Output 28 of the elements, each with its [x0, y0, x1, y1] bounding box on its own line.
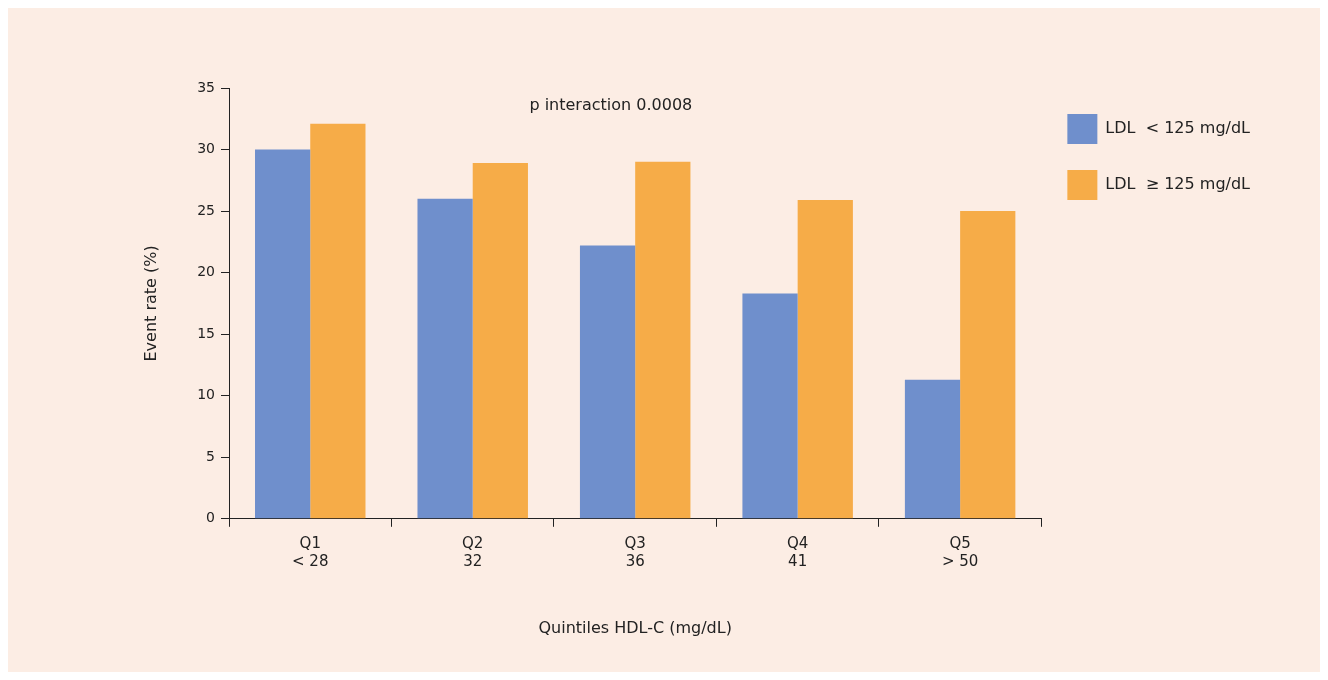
- y-axis-title: Event rate (%): [140, 245, 160, 362]
- y-tick-label: 15: [197, 324, 216, 341]
- y-tick-label: 30: [197, 140, 216, 157]
- y-tick-label: 20: [197, 263, 216, 280]
- x-tick-label: Q4 41: [786, 533, 809, 570]
- legend-label: LDL ≥ 125 mg/dL: [1105, 174, 1251, 194]
- annotation: p interaction 0.0008: [529, 95, 693, 115]
- x-tick-label: Q5 > 50: [941, 533, 979, 570]
- bar: [904, 379, 961, 519]
- x-tick-label: Q3 36: [624, 533, 646, 570]
- y-tick-label: 35: [197, 78, 216, 95]
- bar: [472, 163, 528, 519]
- x-tick-label: Q1 < 28: [292, 533, 329, 570]
- y-tick-label: 25: [197, 201, 216, 218]
- bar: [960, 211, 1016, 519]
- y-tick-label: 0: [206, 509, 216, 526]
- y-tick-label: 10: [197, 386, 216, 403]
- bar: [310, 123, 366, 519]
- y-tick-label: 5: [206, 447, 216, 464]
- bar: [255, 149, 311, 519]
- x-axis-title: Quintiles HDL-C (mg/dL): [538, 617, 732, 637]
- bar: [797, 200, 853, 519]
- bar: [635, 161, 691, 519]
- bar: [417, 198, 473, 519]
- x-tick-label: Q2 32: [462, 533, 484, 570]
- legend-label: LDL < 125 mg/dL: [1105, 118, 1251, 138]
- bar: [579, 245, 636, 519]
- bar: [742, 293, 798, 519]
